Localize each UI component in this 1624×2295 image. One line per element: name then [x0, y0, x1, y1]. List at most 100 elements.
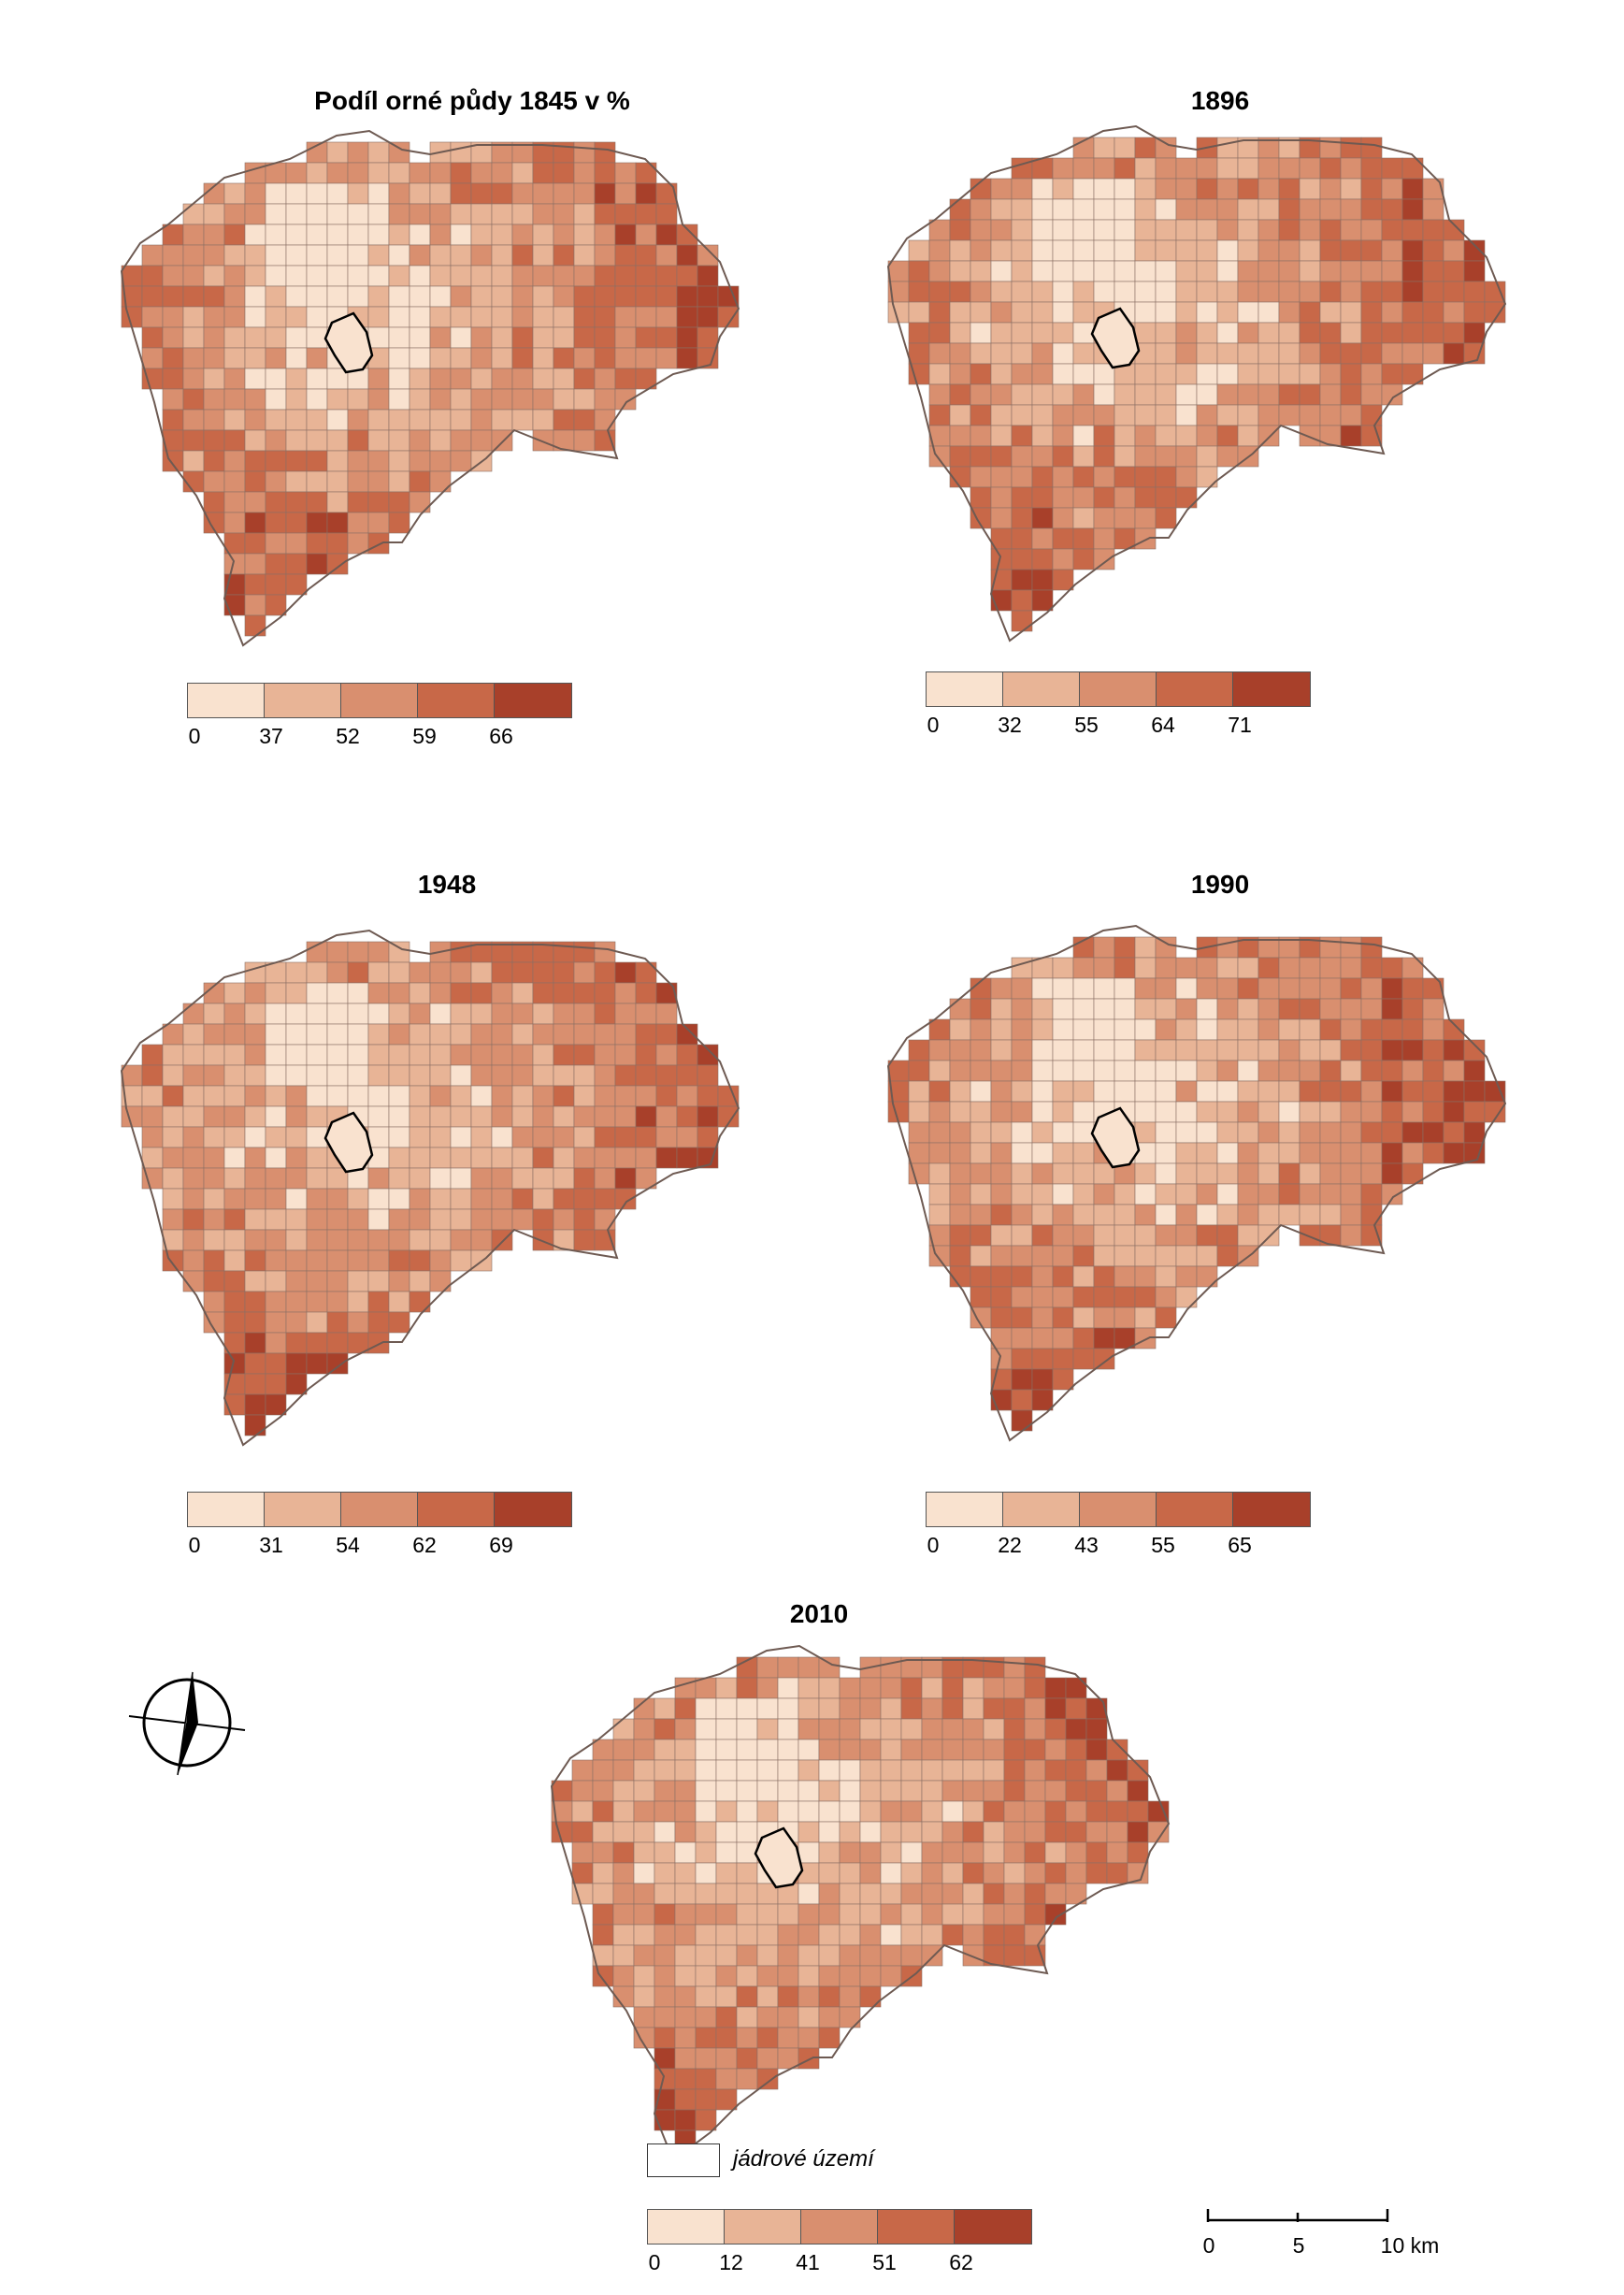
municipality-polygon	[1072, 1039, 1095, 1061]
municipality-polygon	[990, 281, 1013, 303]
municipality-polygon	[949, 1245, 971, 1267]
municipality-polygon	[347, 1291, 369, 1313]
municipality-polygon	[367, 244, 390, 267]
municipality-polygon	[470, 1147, 493, 1169]
municipality-polygon	[1340, 1039, 1362, 1061]
municipality-polygon	[1340, 219, 1362, 241]
municipality-polygon	[928, 363, 951, 385]
municipality-polygon	[941, 1677, 964, 1699]
municipality-polygon	[676, 1126, 698, 1148]
municipality-polygon	[470, 409, 493, 431]
municipality-polygon	[756, 1780, 779, 1802]
municipality-polygon	[1011, 1286, 1033, 1308]
municipality-polygon	[326, 512, 349, 534]
municipality-polygon	[1011, 1245, 1033, 1267]
municipality-polygon	[1175, 383, 1198, 406]
municipality-polygon	[990, 178, 1013, 200]
municipality-polygon	[1340, 957, 1362, 979]
municipality-polygon	[265, 203, 287, 225]
municipality-polygon	[1443, 301, 1465, 324]
municipality-polygon	[1237, 957, 1259, 979]
municipality-polygon	[347, 470, 369, 493]
municipality-polygon	[928, 281, 951, 303]
municipality-polygon	[655, 224, 678, 246]
municipality-polygon	[1175, 1101, 1198, 1123]
municipality-polygon	[409, 450, 431, 472]
municipality-polygon	[388, 961, 410, 984]
municipality-polygon	[1360, 383, 1383, 406]
municipality-polygon	[859, 1677, 882, 1699]
municipality-polygon	[470, 388, 493, 411]
municipality-polygon	[1031, 1039, 1054, 1061]
municipality-polygon	[921, 1944, 943, 1967]
municipality-polygon	[470, 1105, 493, 1128]
municipality-polygon	[1443, 1060, 1465, 1082]
municipality-polygon	[928, 1183, 951, 1205]
municipality-polygon	[1114, 425, 1136, 447]
municipality-polygon	[429, 244, 452, 267]
municipality-polygon	[983, 1883, 1005, 1905]
municipality-polygon	[265, 388, 287, 411]
municipality-polygon	[1003, 1656, 1026, 1679]
municipality-polygon	[347, 1311, 369, 1334]
municipality-polygon	[203, 1064, 225, 1087]
municipality-polygon	[265, 368, 287, 390]
municipality-polygon	[1011, 589, 1033, 612]
municipality-polygon	[1216, 137, 1239, 159]
municipality-polygon	[697, 265, 719, 287]
legend-swatch	[955, 2210, 1031, 2244]
municipality-polygon	[532, 1147, 554, 1169]
municipality-polygon	[1443, 1121, 1465, 1144]
municipality-polygon	[182, 1064, 205, 1087]
municipality-polygon	[326, 941, 349, 963]
municipality-polygon	[388, 982, 410, 1004]
municipality-polygon	[1052, 363, 1074, 385]
municipality-polygon	[695, 1944, 717, 1967]
legend-break-label: 64	[1151, 713, 1175, 737]
municipality-polygon	[1114, 957, 1136, 979]
municipality-polygon	[1052, 342, 1074, 365]
municipality-polygon	[203, 347, 225, 369]
municipality-polygon	[715, 2006, 738, 2028]
municipality-polygon	[326, 961, 349, 984]
municipality-polygon	[1031, 507, 1054, 529]
municipality-polygon	[491, 1105, 513, 1128]
municipality-polygon	[614, 162, 637, 184]
municipality-polygon	[409, 244, 431, 267]
municipality-polygon	[1299, 322, 1321, 344]
municipality-polygon	[306, 532, 328, 555]
municipality-polygon	[1340, 425, 1362, 447]
municipality-polygon	[347, 141, 369, 164]
municipality-polygon	[1134, 281, 1157, 303]
municipality-polygon	[1031, 569, 1054, 591]
municipality-polygon	[223, 1249, 246, 1272]
municipality-polygon	[347, 1044, 369, 1066]
municipality-polygon	[1463, 281, 1486, 303]
municipality-polygon	[553, 285, 575, 308]
municipality-polygon	[223, 450, 246, 472]
municipality-polygon	[1196, 1101, 1218, 1123]
municipality-polygon	[1114, 260, 1136, 282]
municipality-polygon	[532, 1023, 554, 1046]
municipality-polygon	[532, 224, 554, 246]
municipality-polygon	[162, 1044, 184, 1066]
municipality-polygon	[244, 429, 266, 452]
municipality-polygon	[941, 1759, 964, 1782]
municipality-polygon	[736, 1903, 758, 1926]
municipality-polygon	[1299, 1183, 1321, 1205]
municipality-polygon	[285, 1085, 308, 1107]
municipality-polygon	[715, 1739, 738, 1761]
municipality-polygon	[244, 1147, 266, 1169]
municipality-polygon	[388, 1085, 410, 1107]
municipality-polygon	[1031, 383, 1054, 406]
municipality-polygon	[244, 1208, 266, 1231]
municipality-polygon	[798, 1780, 820, 1802]
municipality-polygon	[285, 1249, 308, 1272]
municipality-polygon	[306, 1126, 328, 1148]
municipality-polygon	[511, 244, 534, 267]
municipality-polygon	[450, 224, 472, 246]
municipality-polygon	[1196, 1039, 1218, 1061]
municipality-polygon	[326, 470, 349, 493]
municipality-polygon	[983, 1841, 1005, 1864]
municipality-polygon	[635, 203, 657, 225]
